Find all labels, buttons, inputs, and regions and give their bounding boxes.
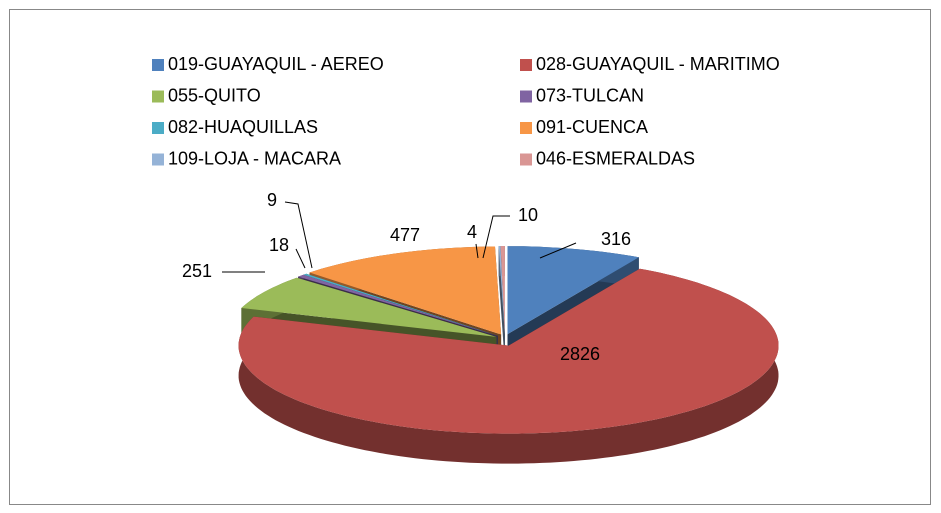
legend-label: 082-HUAQUILLAS (168, 117, 318, 137)
slice (298, 274, 498, 336)
legend-swatch (520, 90, 532, 103)
legend-label: 091-CUENCA (536, 117, 648, 137)
leader-line (475, 243, 479, 259)
legend-label: 019-GUAYAQUIL - AEREO (168, 54, 384, 74)
legend-label: 109-LOJA - MACARA (168, 148, 341, 168)
data-label: 4 (467, 222, 477, 242)
legend-swatch (152, 153, 164, 166)
data-label: 9 (267, 190, 277, 210)
legend-swatch (520, 153, 532, 166)
legend-swatch (520, 59, 532, 71)
data-label: 316 (601, 229, 631, 249)
legend-label: 028-GUAYAQUIL - MARITIMO (536, 54, 780, 74)
leader-line (539, 242, 577, 259)
data-label: 18 (269, 235, 289, 255)
leader-line (284, 201, 313, 269)
data-label: 10 (518, 205, 538, 225)
slice (498, 246, 505, 334)
slice (241, 277, 497, 337)
slice (238, 268, 779, 434)
data-label: 477 (390, 225, 420, 245)
slice (303, 273, 498, 336)
legend-swatch (520, 122, 532, 134)
slice (500, 246, 505, 334)
leader-line (482, 215, 510, 259)
slice (309, 246, 502, 335)
data-label: 251 (182, 261, 212, 281)
legend-swatch (152, 122, 164, 134)
data-label: 2826 (560, 344, 600, 364)
legend-swatch (152, 59, 164, 71)
legend-label: 046-ESMERALDAS (536, 148, 695, 168)
leader-line (295, 248, 306, 269)
legend-label: 073-TULCAN (536, 85, 644, 105)
slice (507, 246, 639, 335)
legend-label: 055-QUITO (168, 85, 261, 105)
legend-swatch (152, 90, 164, 103)
